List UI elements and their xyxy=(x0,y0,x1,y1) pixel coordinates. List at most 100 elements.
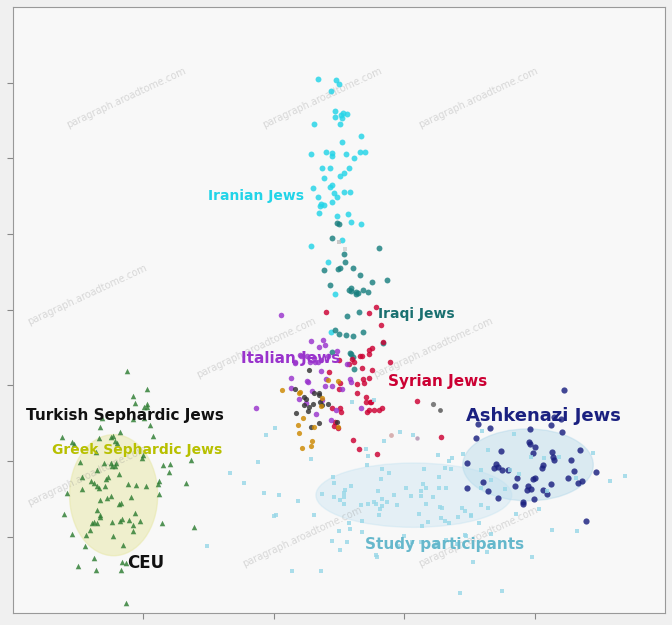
Point xyxy=(314,342,325,352)
Point xyxy=(339,492,350,502)
Point xyxy=(466,511,476,521)
Point xyxy=(299,400,310,410)
Text: Turkish Sephardic Jews: Turkish Sephardic Jews xyxy=(26,408,223,423)
Point xyxy=(546,479,556,489)
Point xyxy=(363,288,374,298)
Point xyxy=(308,388,319,398)
Point xyxy=(304,402,314,412)
Point xyxy=(517,499,528,509)
Point xyxy=(591,466,601,476)
Point xyxy=(384,357,395,367)
Point xyxy=(362,460,372,470)
Point xyxy=(308,422,319,432)
Point xyxy=(341,538,352,548)
Point xyxy=(106,458,117,468)
Point xyxy=(353,444,364,454)
Point xyxy=(371,552,382,562)
Point xyxy=(309,510,320,520)
Point xyxy=(497,586,508,596)
Point xyxy=(224,468,235,478)
Point xyxy=(355,402,366,412)
Point xyxy=(320,381,331,391)
Point xyxy=(368,394,379,404)
Point xyxy=(353,308,364,318)
Point xyxy=(102,472,113,482)
Point xyxy=(343,359,354,369)
Point xyxy=(336,110,347,120)
Point xyxy=(391,499,402,509)
Point xyxy=(334,384,345,394)
Point xyxy=(439,516,450,526)
Point xyxy=(128,391,138,401)
Text: Study participants: Study participants xyxy=(365,537,524,552)
Point xyxy=(276,385,287,395)
Point xyxy=(329,478,339,488)
Point xyxy=(304,357,315,367)
Point xyxy=(482,486,493,496)
Point xyxy=(447,452,458,462)
Point xyxy=(534,504,545,514)
Point xyxy=(367,278,378,288)
Text: paragraph.aroadtome.com: paragraph.aroadtome.com xyxy=(65,66,187,130)
Point xyxy=(306,386,317,396)
Point xyxy=(110,436,120,446)
Point xyxy=(305,149,316,159)
Point xyxy=(330,76,341,86)
Ellipse shape xyxy=(70,434,158,556)
Point xyxy=(329,492,339,502)
Point xyxy=(440,534,451,544)
Point xyxy=(154,476,165,486)
Point xyxy=(335,263,345,273)
Point xyxy=(491,459,501,469)
Point xyxy=(440,463,451,473)
Text: paragraph.aroadtome.com: paragraph.aroadtome.com xyxy=(26,262,148,327)
Point xyxy=(341,109,352,119)
Point xyxy=(406,491,417,501)
Point xyxy=(344,162,355,172)
Point xyxy=(296,351,306,361)
Point xyxy=(333,329,344,339)
Point xyxy=(493,493,503,503)
Point xyxy=(321,374,331,384)
Point xyxy=(554,452,564,462)
Point xyxy=(345,374,355,384)
Point xyxy=(346,481,357,491)
Point xyxy=(452,539,462,549)
Point xyxy=(140,481,151,491)
Point xyxy=(300,398,311,408)
Point xyxy=(293,419,304,429)
Point xyxy=(512,472,523,482)
Point xyxy=(324,280,335,290)
Point xyxy=(317,163,328,173)
Point xyxy=(345,286,356,296)
Point xyxy=(128,526,138,536)
Point xyxy=(341,330,351,340)
Point xyxy=(489,463,499,473)
Point xyxy=(130,480,141,490)
Text: paragraph.aroadtome.com: paragraph.aroadtome.com xyxy=(241,504,364,569)
Point xyxy=(366,343,377,353)
Point xyxy=(290,357,300,367)
Point xyxy=(251,403,261,413)
Point xyxy=(460,531,471,541)
Point xyxy=(107,531,118,541)
Point xyxy=(294,394,304,404)
Point xyxy=(323,351,333,361)
Point xyxy=(566,455,577,465)
Point xyxy=(327,180,337,190)
Point xyxy=(325,415,336,425)
Point xyxy=(433,472,444,482)
Point xyxy=(350,289,361,299)
Point xyxy=(357,527,368,537)
Point xyxy=(130,508,140,518)
Point xyxy=(294,351,305,361)
Point xyxy=(419,464,430,474)
Point xyxy=(525,424,536,434)
Point xyxy=(115,516,126,526)
Point xyxy=(528,448,538,458)
Point xyxy=(346,349,357,359)
Point xyxy=(363,451,374,461)
Point xyxy=(503,465,513,475)
Point xyxy=(333,526,344,536)
Point xyxy=(323,375,334,385)
